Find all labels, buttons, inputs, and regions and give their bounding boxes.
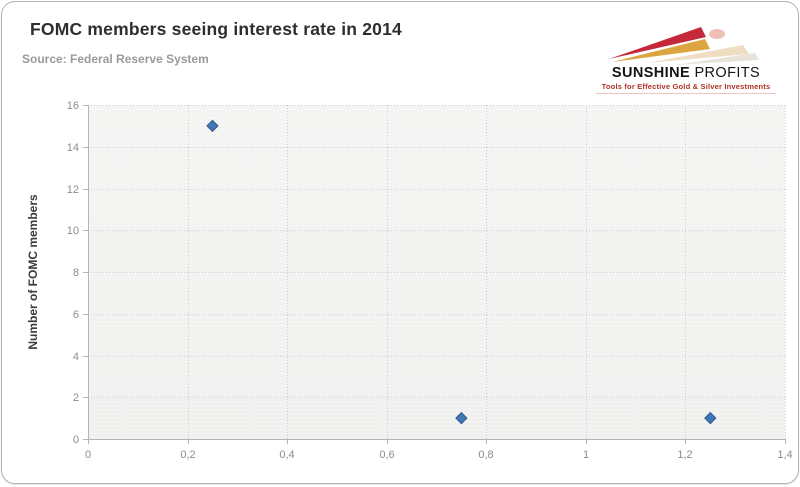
x-tick-label: 0,6	[379, 449, 394, 461]
y-tick-label: 0	[73, 434, 79, 446]
x-tick-label: 0,8	[478, 449, 493, 461]
x-tick-label: 0	[85, 449, 91, 461]
chart-title: FOMC members seeing interest rate in 201…	[30, 19, 402, 39]
y-tick-label: 14	[67, 142, 79, 154]
x-tick-label: 1,2	[677, 449, 692, 461]
logo-name-primary: SUNSHINE	[611, 65, 691, 81]
y-tick-label: 12	[67, 184, 79, 196]
logo-name-secondary: PROFITS	[694, 65, 761, 81]
x-tick-label: 0,2	[180, 449, 195, 461]
x-tick-label: 1	[583, 449, 589, 461]
sunshine-profits-logo: SUNSHINE PROFITS Tools for Effective Gol…	[596, 24, 776, 95]
y-tick-label: 10	[67, 225, 79, 237]
x-tick-label: 1,4	[777, 449, 792, 461]
logo-tagline: Tools for Effective Gold & Silver Invest…	[596, 82, 776, 95]
x-tick-label: 0,4	[279, 449, 294, 461]
logo-wordmark: SUNSHINE PROFITS	[596, 65, 776, 81]
data-point-diamond	[206, 119, 219, 133]
y-tick-label: 8	[73, 267, 79, 279]
source-label: Source: Federal Reserve System	[22, 52, 209, 66]
data-point-diamond	[455, 411, 468, 425]
logo-arrows-icon	[609, 27, 759, 65]
y-tick-label: 16	[67, 100, 79, 112]
y-tick-label: 2	[73, 392, 79, 404]
data-point-diamond	[704, 411, 717, 425]
y-tick-label: 6	[73, 309, 79, 321]
y-tick-label: 4	[73, 351, 79, 363]
